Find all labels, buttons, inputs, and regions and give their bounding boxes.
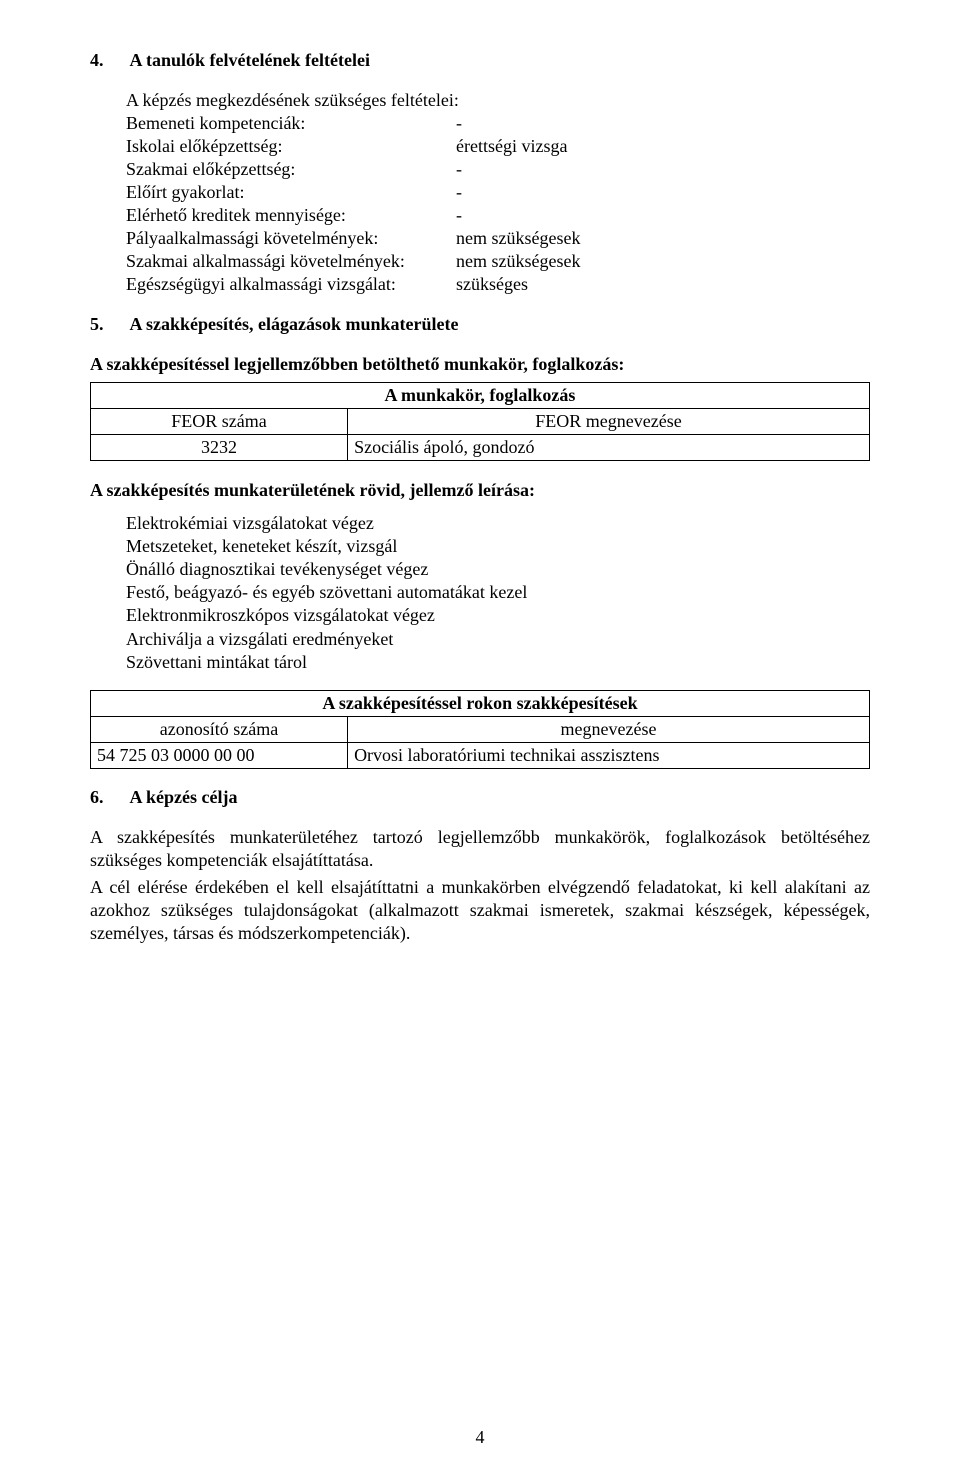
table-row: 54 725 03 0000 00 00 Orvosi laboratórium… [91, 742, 870, 768]
kv-value: - [456, 158, 870, 181]
section4-title: A tanulók felvételének feltételei [130, 50, 370, 70]
list-item: Archiválja a vizsgálati eredményeket [126, 628, 870, 651]
section4-intro: A képzés megkezdésének szükséges feltéte… [126, 89, 870, 112]
table-header-cell: megnevezése [348, 716, 870, 742]
table-row: FEOR száma FEOR megnevezése [91, 409, 870, 435]
table-cell: 3232 [91, 435, 348, 461]
section6-paragraph: A cél elérése érdekében el kell elsajátí… [90, 876, 870, 945]
section5-intro: A szakképesítéssel legjellemzőbben betöl… [90, 353, 870, 376]
kv-value: - [456, 204, 870, 227]
kv-label: Szakmai előképzettség: [126, 158, 456, 181]
list-item: Metszeteket, keneteket készít, vizsgál [126, 535, 870, 558]
section6-title: A képzés célja [130, 787, 238, 807]
kv-value: - [456, 112, 870, 135]
section6-number: 6. [90, 787, 126, 808]
section5-desc-list: Elektrokémiai vizsgálatokat végez Metsze… [126, 512, 870, 673]
table-header-cell: azonosító száma [91, 716, 348, 742]
related-qualifications-table: A szakképesítéssel rokon szakképesítések… [90, 690, 870, 769]
list-item: Önálló diagnosztikai tevékenységet végez [126, 558, 870, 581]
kv-value: szükséges [456, 273, 870, 296]
kv-value: nem szükségesek [456, 250, 870, 273]
kv-row: Bemeneti kompetenciák: - [126, 112, 870, 135]
kv-label: Szakmai alkalmassági követelmények: [126, 250, 456, 273]
kv-label: Iskolai előképzettség: [126, 135, 456, 158]
table-cell: Orvosi laboratóriumi technikai assziszte… [348, 742, 870, 768]
kv-row: Szakmai előképzettség: - [126, 158, 870, 181]
section5-number: 5. [90, 314, 126, 335]
table-row: A munkakör, foglalkozás [91, 383, 870, 409]
kv-value: - [456, 181, 870, 204]
section4-heading: 4. A tanulók felvételének feltételei [90, 50, 870, 71]
table-row: 3232 Szociális ápoló, gondozó [91, 435, 870, 461]
list-item: Elektrokémiai vizsgálatokat végez [126, 512, 870, 535]
kv-row: Iskolai előképzettség: érettségi vizsga [126, 135, 870, 158]
table-row: A szakképesítéssel rokon szakképesítések [91, 690, 870, 716]
section5-desc-title: A szakképesítés munkaterületének rövid, … [90, 479, 870, 502]
kv-row: Egészségügyi alkalmassági vizsgálat: szü… [126, 273, 870, 296]
section5-heading: 5. A szakképesítés, elágazások munkaterü… [90, 314, 870, 335]
list-item: Szövettani mintákat tárol [126, 651, 870, 674]
page-number: 4 [0, 1427, 960, 1448]
section4-number: 4. [90, 50, 126, 71]
kv-label: Elérhető kreditek mennyisége: [126, 204, 456, 227]
table-header-span: A munkakör, foglalkozás [91, 383, 870, 409]
kv-value: nem szükségesek [456, 227, 870, 250]
table-header-cell: FEOR megnevezése [348, 409, 870, 435]
kv-row: Pályaalkalmassági követelmények: nem szü… [126, 227, 870, 250]
kv-value: érettségi vizsga [456, 135, 870, 158]
table-cell: 54 725 03 0000 00 00 [91, 742, 348, 768]
kv-label: Előírt gyakorlat: [126, 181, 456, 204]
table-header-span: A szakképesítéssel rokon szakképesítések [91, 690, 870, 716]
page-container: 4. A tanulók felvételének feltételei A k… [0, 0, 960, 1478]
section6-heading: 6. A képzés célja [90, 787, 870, 808]
section5-title: A szakképesítés, elágazások munkaterület… [130, 314, 459, 334]
list-item: Elektronmikroszkópos vizsgálatokat végez [126, 604, 870, 627]
kv-row: Előírt gyakorlat: - [126, 181, 870, 204]
kv-label: Egészségügyi alkalmassági vizsgálat: [126, 273, 456, 296]
section6-paragraph: A szakképesítés munkaterületéhez tartozó… [90, 826, 870, 872]
section4-body: A képzés megkezdésének szükséges feltéte… [126, 89, 870, 296]
table-header-cell: FEOR száma [91, 409, 348, 435]
feor-table: A munkakör, foglalkozás FEOR száma FEOR … [90, 382, 870, 461]
table-row: azonosító száma megnevezése [91, 716, 870, 742]
kv-label: Bemeneti kompetenciák: [126, 112, 456, 135]
list-item: Festő, beágyazó- és egyéb szövettani aut… [126, 581, 870, 604]
kv-row: Elérhető kreditek mennyisége: - [126, 204, 870, 227]
kv-label: Pályaalkalmassági követelmények: [126, 227, 456, 250]
table-cell: Szociális ápoló, gondozó [348, 435, 870, 461]
kv-row: Szakmai alkalmassági követelmények: nem … [126, 250, 870, 273]
